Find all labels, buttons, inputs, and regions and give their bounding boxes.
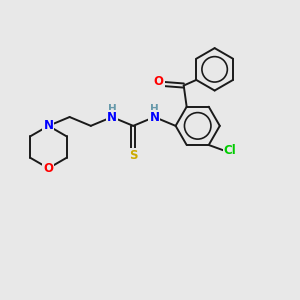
Text: O: O: [44, 162, 53, 175]
Text: H: H: [108, 104, 116, 114]
Text: N: N: [107, 110, 117, 124]
Text: N: N: [44, 119, 53, 132]
Text: N: N: [149, 110, 159, 124]
Text: Cl: Cl: [224, 144, 237, 158]
Text: H: H: [150, 104, 159, 114]
Text: O: O: [154, 75, 164, 88]
Text: S: S: [129, 149, 137, 162]
